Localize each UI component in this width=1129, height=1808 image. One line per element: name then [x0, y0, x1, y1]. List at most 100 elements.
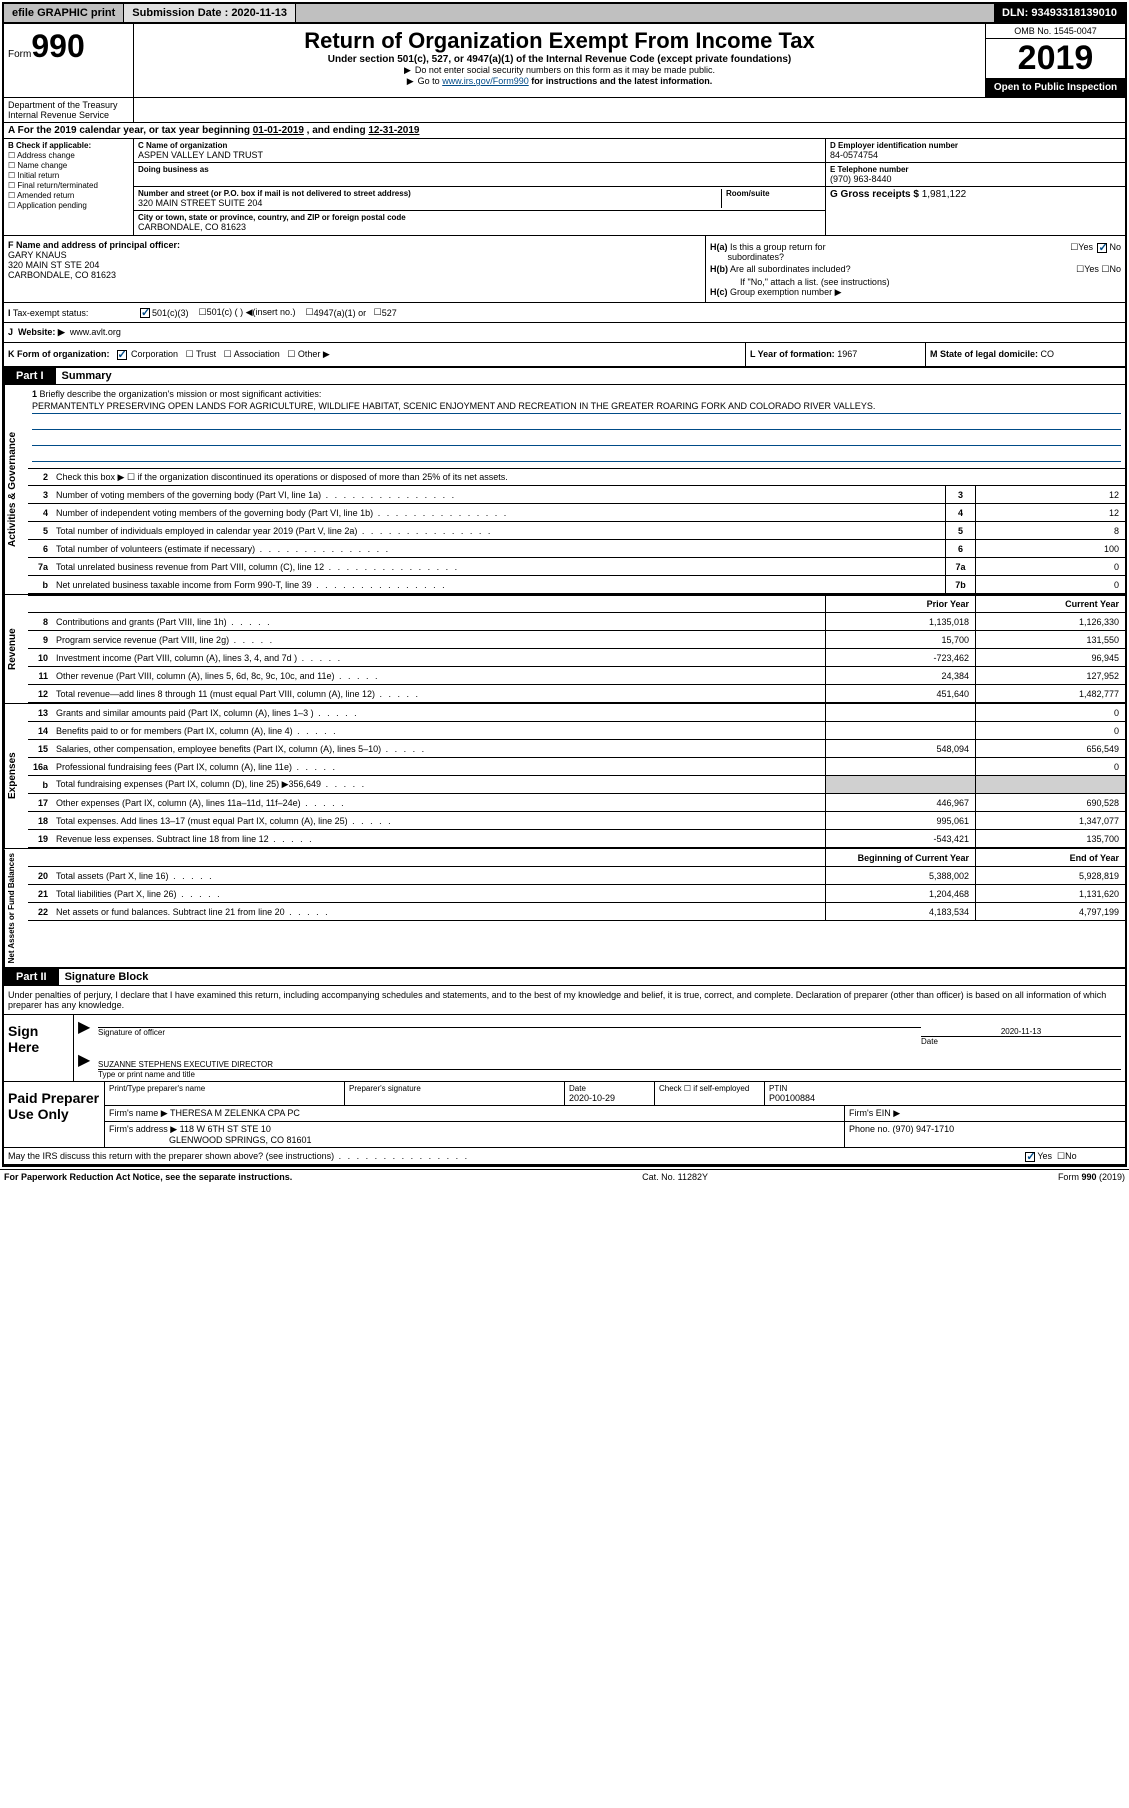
instr1-text: Do not enter social security numbers on …	[415, 65, 715, 75]
section-k: K Form of organization: Corporation ☐ Tr…	[4, 343, 745, 366]
prep-sig-label: Preparer's signature	[349, 1084, 560, 1093]
room-label: Room/suite	[726, 189, 821, 198]
dba-field: Doing business as	[134, 163, 825, 187]
section-l: L Year of formation: 1967	[745, 343, 925, 366]
hb-row: H(b) Are all subordinates included? ☐Yes…	[710, 264, 1121, 275]
a-end: 12-31-2019	[368, 125, 419, 136]
b-label: B Check if applicable:	[8, 141, 91, 150]
officer-addr2: CARBONDALE, CO 81623	[8, 270, 116, 280]
chk-application-pending[interactable]: ☐ Application pending	[8, 201, 129, 210]
officer-name-field: ▶ SUZANNE STEPHENS EXECUTIVE DIRECTOR Ty…	[74, 1048, 1125, 1081]
check-self: Check ☐ if self-employed	[655, 1082, 765, 1105]
prep-date-value: 2020-10-29	[569, 1093, 650, 1103]
k-l-m-row: K Form of organization: Corporation ☐ Tr…	[4, 343, 1125, 368]
website-row: J Website: ▶ www.avlt.org	[4, 323, 1125, 343]
city-field: City or town, state or province, country…	[134, 211, 825, 235]
d-label: D Employer identification number	[830, 141, 1121, 150]
opt-501c: 501(c) ( ) ◀(insert no.)	[207, 307, 296, 318]
cat-number: Cat. No. 11282Y	[642, 1172, 708, 1182]
discuss-yes	[1025, 1152, 1035, 1162]
instr2-post: for instructions and the latest informat…	[529, 76, 713, 86]
irs-link[interactable]: www.irs.gov/Form990	[442, 76, 529, 86]
ptin-value: P00100884	[769, 1093, 1121, 1103]
k-corp: Corporation	[131, 349, 178, 359]
dba-label: Doing business as	[138, 165, 821, 174]
opt-527: 527	[382, 308, 397, 318]
net-header-row: Beginning of Current Year End of Year	[28, 849, 1125, 867]
form-ref: Form 990 (2019)	[1058, 1172, 1125, 1182]
address-field: Number and street (or P.O. box if mail i…	[134, 187, 825, 211]
omb-number: OMB No. 1545-0047	[986, 24, 1125, 39]
line-6: 6 Total number of volunteers (estimate i…	[28, 540, 1125, 558]
sig-arrow2-icon: ▶	[78, 1050, 98, 1079]
line-4: 4 Number of independent voting members o…	[28, 504, 1125, 522]
a-pre: For the 2019 calendar year, or tax year …	[18, 125, 253, 136]
form-number: 990	[31, 28, 84, 64]
line-19: 19 Revenue less expenses. Subtract line …	[28, 830, 1125, 848]
line2-text: Check this box ▶ ☐ if the organization d…	[52, 470, 1125, 485]
prep-row-1: Print/Type preparer's name Preparer's si…	[105, 1082, 1125, 1106]
sig-officer-field: ▶ Signature of officer 2020-11-13 Date	[74, 1015, 1125, 1048]
line-3: 3 Number of voting members of the govern…	[28, 486, 1125, 504]
sig-date-label: Date	[921, 1037, 1121, 1046]
firm-name-label: Firm's name ▶	[109, 1108, 168, 1118]
l-label: L Year of formation:	[750, 349, 837, 359]
sign-here-row: Sign Here ▶ Signature of officer 2020-11…	[4, 1014, 1125, 1081]
mission-text: PERMANTENTLY PRESERVING OPEN LANDS FOR A…	[32, 401, 1121, 414]
title-box: Return of Organization Exempt From Incom…	[134, 24, 985, 97]
line-16a: 16a Professional fundraising fees (Part …	[28, 758, 1125, 776]
chk-corporation	[117, 350, 127, 360]
line-8: 8 Contributions and grants (Part VIII, l…	[28, 613, 1125, 631]
org-city: CARBONDALE, CO 81623	[138, 222, 821, 232]
l-value: 1967	[837, 349, 857, 359]
part2-header: Part II	[4, 969, 59, 985]
line-b: b Net unrelated business taxable income …	[28, 576, 1125, 594]
paid-preparer-label: Paid Preparer Use Only	[4, 1082, 104, 1147]
topbar-spacer	[296, 4, 994, 22]
line-10: 10 Investment income (Part VIII, column …	[28, 649, 1125, 667]
k-label: K Form of organization:	[8, 349, 110, 359]
preparer-grid: Print/Type preparer's name Preparer's si…	[104, 1082, 1125, 1147]
prep-row-2: Firm's name ▶ THERESA M ZELENKA CPA PC F…	[105, 1106, 1125, 1122]
phone-value: (970) 963-8440	[830, 174, 1121, 184]
sig-officer-label: Signature of officer	[98, 1028, 921, 1037]
officer-name-value: SUZANNE STEPHENS EXECUTIVE DIRECTOR	[98, 1050, 1121, 1070]
c-name-label: C Name of organization	[138, 141, 821, 150]
chk-address-change[interactable]: ☐ Address change	[8, 151, 129, 160]
form-label: Form	[8, 49, 31, 60]
ha-row: H(a) Is this a group return for subordin…	[710, 242, 1121, 262]
submission-date-button[interactable]: Submission Date : 2020-11-13	[124, 4, 296, 22]
chk-initial-return[interactable]: ☐ Initial return	[8, 171, 129, 180]
line-22: 22 Net assets or fund balances. Subtract…	[28, 903, 1125, 921]
topbar: efile GRAPHIC print Submission Date : 20…	[4, 4, 1125, 24]
org-address: 320 MAIN STREET SUITE 204	[138, 198, 721, 208]
ptin-label: PTIN	[769, 1084, 1121, 1093]
addr-label: Number and street (or P.O. box if mail i…	[138, 189, 721, 198]
chk-name-change[interactable]: ☐ Name change	[8, 161, 129, 170]
subtitle: Under section 501(c), 527, or 4947(a)(1)…	[142, 54, 977, 65]
public-inspection: Open to Public Inspection	[986, 78, 1125, 97]
line-13: 13 Grants and similar amounts paid (Part…	[28, 704, 1125, 722]
ha-label: Is this a group return for	[730, 242, 826, 252]
opt-4947: 4947(a)(1) or	[314, 308, 367, 318]
prep-name-label: Print/Type preparer's name	[109, 1084, 340, 1093]
form-number-box: Form990	[4, 24, 134, 97]
line-21: 21 Total liabilities (Part X, line 26) 1…	[28, 885, 1125, 903]
org-name-field: C Name of organization ASPEN VALLEY LAND…	[134, 139, 825, 163]
line-7a: 7a Total unrelated business revenue from…	[28, 558, 1125, 576]
m-value: CO	[1041, 349, 1055, 359]
line-18: 18 Total expenses. Add lines 13–17 (must…	[28, 812, 1125, 830]
chk-amended[interactable]: ☐ Amended return	[8, 191, 129, 200]
mission-blank-2	[32, 432, 1121, 446]
type-label: Type or print name and title	[98, 1070, 1121, 1079]
ein-value: 84-0574754	[830, 150, 1121, 160]
officer-name: GARY KNAUS	[8, 250, 67, 260]
part2-header-row: Part II Signature Block	[4, 969, 1125, 986]
prep-row-3: Firm's address ▶ 118 W 6TH ST STE 10 GLE…	[105, 1122, 1125, 1147]
section-b: B Check if applicable: ☐ Address change …	[4, 139, 134, 235]
sig-line	[98, 1017, 921, 1028]
firm-addr1: 118 W 6TH ST STE 10	[180, 1124, 271, 1134]
section-m: M State of legal domicile: CO	[925, 343, 1125, 366]
chk-final-return[interactable]: ☐ Final return/terminated	[8, 181, 129, 190]
sig-intro: Under penalties of perjury, I declare th…	[4, 986, 1125, 1014]
